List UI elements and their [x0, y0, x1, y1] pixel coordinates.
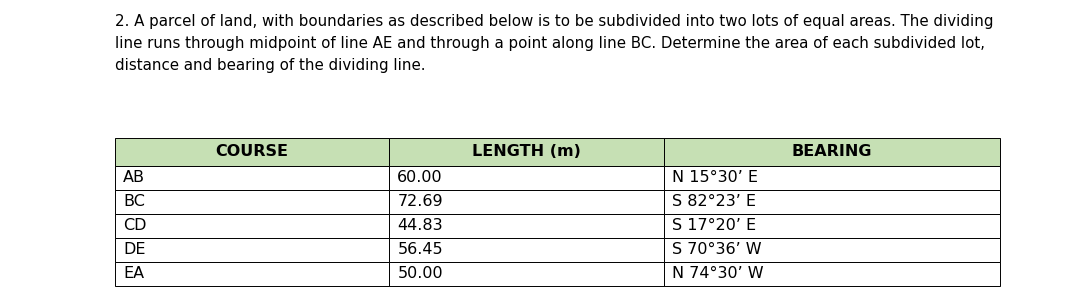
Bar	[664, 138, 1000, 166]
Text: DE: DE	[123, 242, 146, 258]
Bar	[664, 166, 1000, 190]
Bar	[114, 262, 390, 286]
Bar	[664, 190, 1000, 214]
Bar	[390, 238, 664, 262]
Text: 44.83: 44.83	[397, 219, 443, 233]
Text: COURSE: COURSE	[216, 145, 288, 159]
Bar	[390, 166, 664, 190]
Bar	[664, 214, 1000, 238]
Bar	[114, 190, 390, 214]
Text: 72.69: 72.69	[397, 194, 443, 210]
Text: N 74°30’ W: N 74°30’ W	[672, 267, 764, 281]
Text: S 82°23’ E: S 82°23’ E	[672, 194, 756, 210]
Text: CD: CD	[123, 219, 147, 233]
Bar	[664, 238, 1000, 262]
Text: LENGTH (m): LENGTH (m)	[472, 145, 581, 159]
Text: 2. A parcel of land, with boundaries as described below is to be subdivided into: 2. A parcel of land, with boundaries as …	[114, 14, 994, 73]
Text: EA: EA	[123, 267, 144, 281]
Bar	[390, 262, 664, 286]
Bar	[114, 138, 390, 166]
Bar	[390, 214, 664, 238]
Bar	[114, 214, 390, 238]
Bar	[390, 138, 664, 166]
Text: S 70°36’ W: S 70°36’ W	[672, 242, 761, 258]
Text: 60.00: 60.00	[397, 171, 443, 185]
Text: S 17°20’ E: S 17°20’ E	[672, 219, 756, 233]
Bar	[390, 190, 664, 214]
Text: AB: AB	[123, 171, 145, 185]
Text: N 15°30’ E: N 15°30’ E	[672, 171, 758, 185]
Text: BEARING: BEARING	[792, 145, 873, 159]
Bar	[664, 262, 1000, 286]
Text: BC: BC	[123, 194, 145, 210]
Text: 50.00: 50.00	[397, 267, 443, 281]
Bar	[114, 166, 390, 190]
Text: 56.45: 56.45	[397, 242, 443, 258]
Bar	[114, 238, 390, 262]
